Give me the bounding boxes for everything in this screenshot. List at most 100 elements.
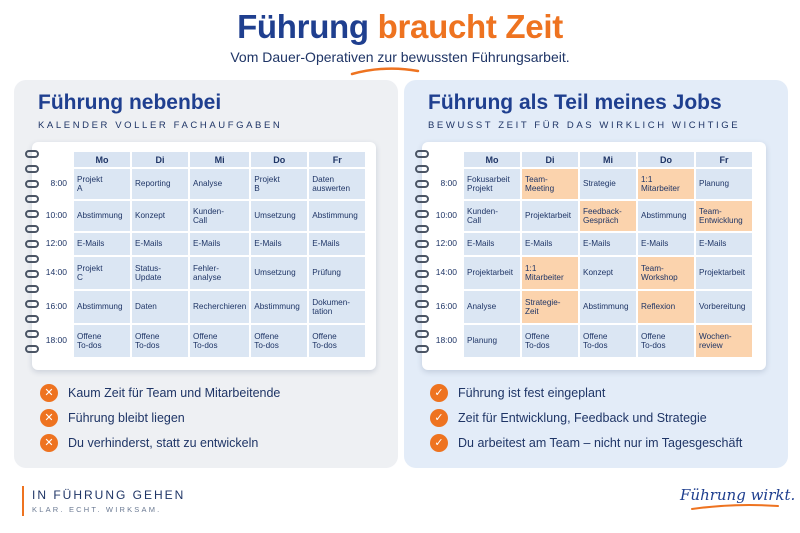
time-label: 12:00 bbox=[45, 238, 67, 249]
bullet-text: Zeit für Entwicklung, Feedback und Strat… bbox=[458, 410, 707, 425]
day-header: Di bbox=[522, 152, 578, 167]
time-label: 10:00 bbox=[45, 210, 67, 221]
spiral-ring bbox=[25, 180, 39, 188]
calendar-event-leadership: Reflexion bbox=[638, 291, 694, 323]
spiral-ring bbox=[25, 300, 39, 308]
panel-right-title: Führung als Teil meines Jobs bbox=[428, 91, 722, 114]
footer-brand: IN FÜHRUNG GEHEN bbox=[32, 488, 186, 502]
spiral-ring bbox=[25, 165, 39, 173]
spiral-ring bbox=[415, 270, 429, 278]
day-header: Mo bbox=[464, 152, 520, 167]
calendar-event: Abstimmung bbox=[638, 201, 694, 231]
calendar-event-leadership: Team- Workshop bbox=[638, 257, 694, 289]
calendar-event: Abstimmung bbox=[580, 291, 636, 323]
page-subtitle: Vom Dauer-Operativen zur bewussten Führu… bbox=[230, 49, 570, 65]
spiral-ring bbox=[25, 330, 39, 338]
swoosh-underline bbox=[350, 67, 420, 76]
calendar-event-leadership: 1:1 Mitarbeiter bbox=[522, 257, 578, 289]
calendar-event: Dokumen-tation bbox=[309, 291, 366, 323]
calendar-event-leadership: Feedback- Gespräch bbox=[580, 201, 636, 231]
spiral-ring bbox=[25, 150, 39, 158]
calendar-event: E-Mails bbox=[522, 233, 578, 255]
check-circle-icon: ✓ bbox=[430, 408, 448, 427]
calendar-row: 16:00 Analyse Strategie- Zeit Abstimmung Refl… bbox=[432, 291, 752, 323]
calendar-event: Kunden- Call bbox=[190, 201, 250, 231]
bullet-text: Führung ist fest eingeplant bbox=[458, 385, 606, 400]
bullet-text: Führung bleibt liegen bbox=[68, 410, 185, 425]
time-label: 16:00 bbox=[45, 301, 67, 312]
calendar-row: 8:00 Projekt A Reporting Analyse Projekt B Date… bbox=[42, 169, 366, 199]
calendar-grid: Mo Di Mi Do Fr 8:00 Fokusarbeit Projekt Team- Mee… bbox=[430, 150, 754, 359]
calendar-event: E-Mails bbox=[309, 233, 366, 255]
spiral-ring bbox=[415, 150, 429, 158]
calendar-event: Reporting bbox=[132, 169, 188, 199]
calendar-event: Umsetzung bbox=[251, 201, 308, 231]
calendar-event: Projekt A bbox=[74, 169, 130, 199]
spiral-ring bbox=[415, 300, 429, 308]
calendar-event: Projekt B bbox=[251, 169, 308, 199]
calendar-right: Mo Di Mi Do Fr 8:00 Fokusarbeit Projekt Team- Mee… bbox=[415, 142, 766, 370]
calendar-row: 10:00 Abstimmung Konzept Kunden- Call Umsetzu… bbox=[42, 201, 366, 231]
check-circle-icon: ✓ bbox=[430, 433, 448, 452]
spiral-binding bbox=[415, 150, 431, 362]
spiral-ring bbox=[415, 345, 429, 353]
footer-accent-bar bbox=[22, 486, 24, 516]
bullet-list-right: ✓ Führung ist fest eingeplant ✓ Zeit für En… bbox=[430, 380, 742, 455]
bullet-item: ✓ Zeit für Entwicklung, Feedback und Stra… bbox=[430, 405, 742, 430]
calendar-row: 18:00 Offene To-dos Offene To-dos Offene To-do… bbox=[42, 325, 366, 357]
calendar-event: Projektarbeit bbox=[696, 257, 752, 289]
time-label: 12:00 bbox=[435, 238, 457, 249]
calendar-event: Umsetzung bbox=[251, 257, 308, 289]
x-circle-icon: ✕ bbox=[40, 408, 58, 427]
spiral-ring bbox=[25, 255, 39, 263]
spiral-ring bbox=[25, 240, 39, 248]
spiral-ring bbox=[415, 240, 429, 248]
calendar-event-leadership: Wochen-review bbox=[696, 325, 752, 357]
bullet-text: Du arbeitest am Team – nicht nur im Tage… bbox=[458, 435, 743, 450]
time-label: 16:00 bbox=[435, 301, 457, 312]
calendar-event: Offene To-dos bbox=[132, 325, 188, 357]
spiral-ring bbox=[25, 210, 39, 218]
calendar-row: 14:00 Projekt C Status- Update Fehler-analyse… bbox=[42, 257, 366, 289]
time-label: 18:00 bbox=[435, 335, 457, 346]
calendar-event-leadership: Strategie- Zeit bbox=[522, 291, 578, 323]
day-header: Mi bbox=[580, 152, 636, 167]
calendar-event: Projekt C bbox=[74, 257, 130, 289]
calendar-event-leadership: Team- Entwicklung bbox=[696, 201, 752, 231]
calendar-event: Status- Update bbox=[132, 257, 188, 289]
signature-underline bbox=[691, 504, 779, 510]
bullet-text: Kaum Zeit für Team und Mitarbeitende bbox=[68, 385, 281, 400]
calendar-left: Mo Di Mi Do Fr 8:00 Projekt A Reporting Analyse Pr… bbox=[25, 142, 376, 370]
calendar-event: E-Mails bbox=[638, 233, 694, 255]
title-part-2: braucht Zeit bbox=[377, 8, 564, 45]
spiral-ring bbox=[25, 315, 39, 323]
x-circle-icon: ✕ bbox=[40, 383, 58, 402]
x-circle-icon: ✕ bbox=[40, 433, 58, 452]
bullet-item: ✓ Führung ist fest eingeplant bbox=[430, 380, 742, 405]
calendar-row: 8:00 Fokusarbeit Projekt Team- Meeting Strate… bbox=[432, 169, 752, 199]
grid-corner bbox=[432, 152, 462, 167]
calendar-event: Planung bbox=[464, 325, 520, 357]
calendar-row: 18:00 Planung Offene To-dos Offene To-dos Offe… bbox=[432, 325, 752, 357]
panel-right-subtitle: BEWUSST ZEIT FÜR DAS WIRKLICH WICHTIGE bbox=[428, 120, 741, 131]
calendar-event: Konzept bbox=[580, 257, 636, 289]
calendar-event: Offene To-dos bbox=[522, 325, 578, 357]
day-header: Mo bbox=[74, 152, 130, 167]
calendar-row: 14:00 Projektarbeit 1:1 Mitarbeiter Konzept T… bbox=[432, 257, 752, 289]
footer-tagline: KLAR. ECHT. WIRKSAM. bbox=[32, 505, 162, 514]
calendar-event: Konzept bbox=[132, 201, 188, 231]
day-header: Fr bbox=[309, 152, 366, 167]
calendar-event: Analyse bbox=[464, 291, 520, 323]
spiral-ring bbox=[25, 195, 39, 203]
time-label: 14:00 bbox=[45, 267, 67, 278]
spiral-binding bbox=[25, 150, 41, 362]
spiral-ring bbox=[415, 165, 429, 173]
spiral-ring bbox=[415, 195, 429, 203]
time-label: 14:00 bbox=[435, 267, 457, 278]
title-part-1: Führung bbox=[237, 8, 369, 45]
bullet-item: ✕ Du verhinderst, statt zu entwickeln bbox=[40, 430, 280, 455]
calendar-event: Projektarbeit bbox=[464, 257, 520, 289]
calendar-event: Offene To-dos bbox=[638, 325, 694, 357]
calendar-event-leadership: Team- Meeting bbox=[522, 169, 578, 199]
spiral-ring bbox=[415, 225, 429, 233]
